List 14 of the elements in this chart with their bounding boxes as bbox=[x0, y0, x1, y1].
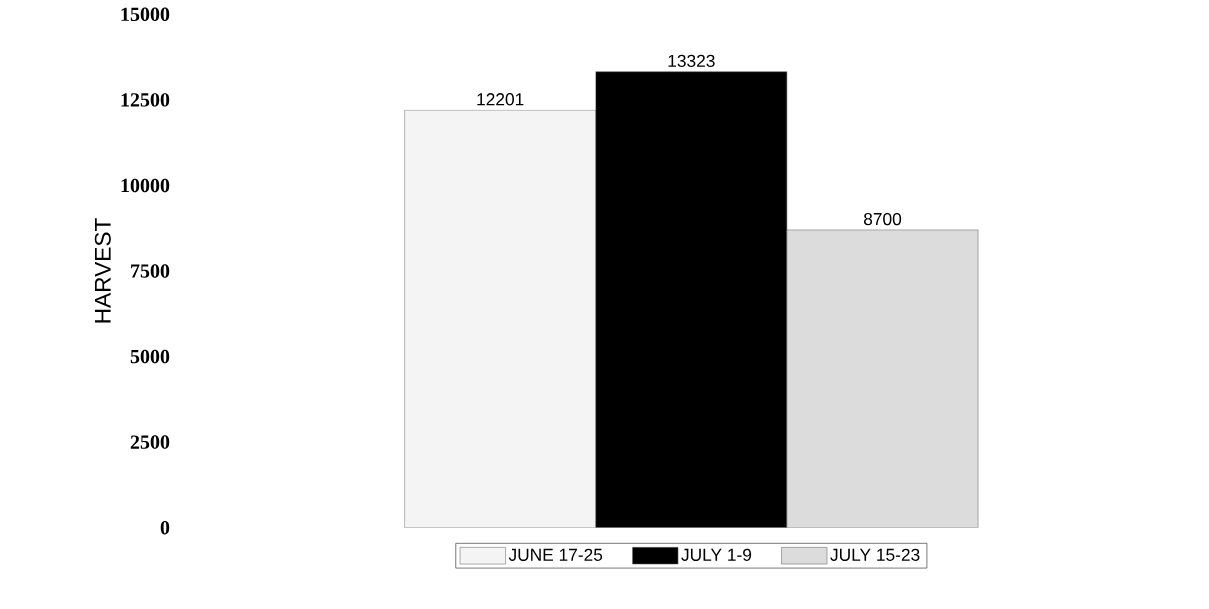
y-tick-label: 7500 bbox=[131, 264, 170, 278]
y-tick-label: 15000 bbox=[121, 7, 170, 22]
data-label: 12201 bbox=[477, 93, 524, 106]
y-tick-label: 5000 bbox=[130, 349, 170, 364]
legend-label: JULY 15-23 bbox=[830, 548, 920, 561]
y-tick-label: 2500 bbox=[130, 435, 170, 449]
legend-label: JUNE 17-25 bbox=[508, 548, 603, 561]
data-label: 8700 bbox=[863, 212, 902, 226]
data-label: 13323 bbox=[668, 54, 715, 67]
y-axis-title: HARVEST bbox=[94, 218, 111, 323]
legend-label: JULY 1-9 bbox=[681, 548, 752, 561]
y-tick-label: 12500 bbox=[121, 93, 170, 107]
y-tick-label: 0 bbox=[160, 520, 170, 535]
y-tick-label: 10000 bbox=[121, 178, 170, 193]
